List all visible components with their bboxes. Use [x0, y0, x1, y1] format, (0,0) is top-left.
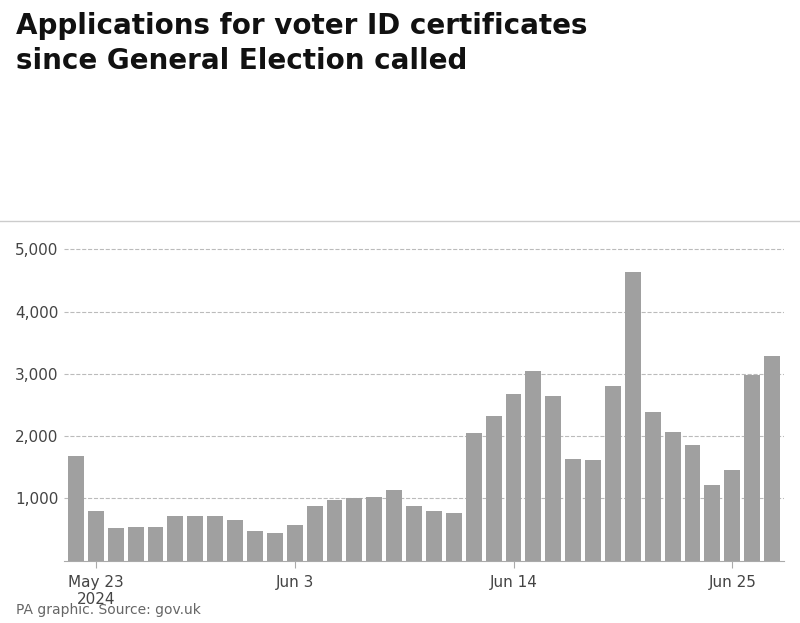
Bar	[605, 386, 621, 561]
Bar	[526, 371, 542, 561]
Bar	[366, 497, 382, 561]
Bar	[187, 516, 203, 561]
Bar	[108, 528, 124, 561]
Bar	[68, 456, 84, 561]
Bar	[406, 506, 422, 561]
Bar	[585, 460, 601, 561]
Bar	[446, 513, 462, 561]
Bar	[764, 356, 780, 561]
Bar	[227, 520, 243, 561]
Bar	[128, 527, 143, 561]
Bar	[167, 516, 183, 561]
Text: PA graphic. Source: gov.uk: PA graphic. Source: gov.uk	[16, 603, 201, 617]
Bar	[207, 516, 223, 561]
Text: Applications for voter ID certificates
since General Election called: Applications for voter ID certificates s…	[16, 12, 587, 75]
Bar	[306, 506, 322, 561]
Bar	[546, 396, 562, 561]
Bar	[506, 394, 522, 561]
Bar	[346, 498, 362, 561]
Bar	[705, 485, 720, 561]
Bar	[645, 412, 661, 561]
Bar	[286, 525, 302, 561]
Bar	[665, 432, 681, 561]
Bar	[386, 490, 402, 561]
Bar	[466, 433, 482, 561]
Bar	[88, 511, 104, 561]
Bar	[625, 272, 641, 561]
Bar	[426, 511, 442, 561]
Bar	[267, 533, 282, 561]
Bar	[744, 375, 760, 561]
Bar	[486, 416, 502, 561]
Bar	[326, 500, 342, 561]
Bar	[685, 445, 701, 561]
Bar	[566, 459, 581, 561]
Bar	[724, 470, 740, 561]
Bar	[147, 527, 163, 561]
Bar	[247, 531, 263, 561]
